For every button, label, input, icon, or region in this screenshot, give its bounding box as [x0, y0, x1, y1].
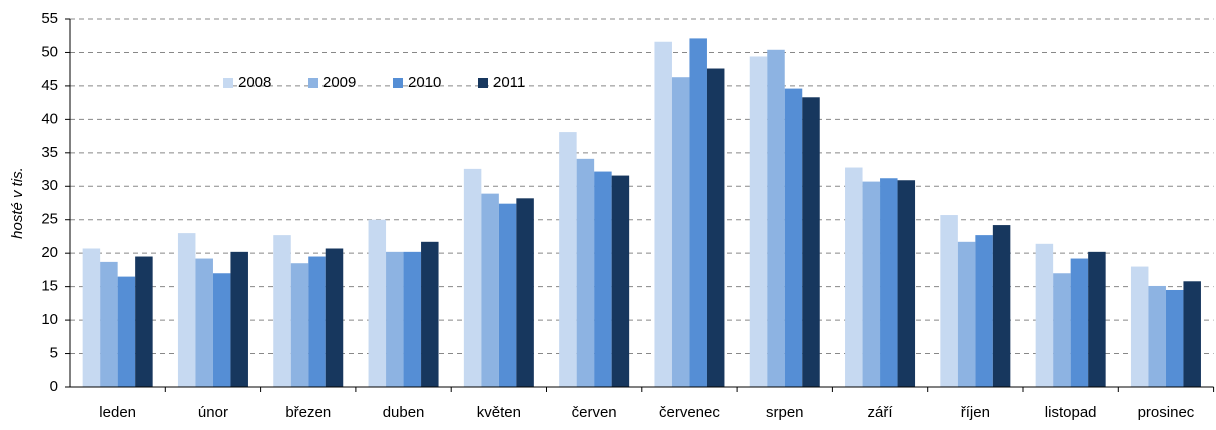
- legend-label: 2009: [323, 74, 356, 91]
- bar: [802, 97, 820, 388]
- bar: [1165, 289, 1184, 387]
- bar: [706, 68, 725, 387]
- x-tick-label: srpen: [766, 404, 804, 421]
- bar: [273, 235, 291, 387]
- bar: [212, 273, 231, 387]
- bar: [100, 261, 118, 387]
- x-tick-label: leden: [99, 404, 136, 421]
- bar: [177, 233, 196, 387]
- bar: [845, 167, 863, 387]
- y-tick-label: 30: [41, 177, 58, 194]
- bar: [784, 88, 803, 388]
- legend-label: 2011: [493, 74, 525, 91]
- bar: [195, 258, 213, 387]
- y-tick-label: 45: [41, 77, 58, 94]
- bar: [403, 251, 422, 387]
- x-tick-label: listopad: [1045, 404, 1097, 421]
- bar: [1130, 266, 1149, 387]
- bar: [992, 225, 1011, 387]
- bar: [897, 180, 916, 387]
- bar: [463, 168, 482, 387]
- bar: [1070, 258, 1089, 387]
- legend-swatch: [223, 78, 233, 88]
- y-tick-label: 15: [41, 278, 58, 295]
- x-tick-label: květen: [477, 404, 521, 421]
- bar: [749, 56, 768, 388]
- bar: [1053, 273, 1071, 387]
- bar: [654, 41, 672, 388]
- bar: [671, 77, 690, 387]
- bar: [82, 248, 101, 387]
- y-tick-label: 40: [41, 110, 58, 127]
- y-tick-label: 5: [50, 345, 58, 362]
- bar: [498, 203, 517, 387]
- bar: [368, 219, 387, 387]
- legend-swatch: [478, 78, 488, 88]
- legend-label: 2008: [238, 74, 271, 91]
- legend-swatch: [393, 78, 403, 88]
- x-tick-label: červenec: [659, 404, 720, 421]
- bar: [559, 132, 577, 387]
- bar: [481, 193, 499, 387]
- x-tick-label: září: [868, 404, 894, 421]
- x-tick-label: říjen: [961, 404, 990, 421]
- legend-swatch: [308, 78, 318, 88]
- bar: [594, 171, 612, 387]
- x-tick-label: červen: [572, 404, 617, 421]
- bar: [135, 256, 153, 387]
- bar: [1183, 281, 1201, 387]
- bar: [1035, 243, 1054, 387]
- bar: [308, 256, 326, 387]
- bar: [386, 251, 404, 387]
- bar: [421, 241, 439, 387]
- bar: [975, 235, 993, 387]
- y-tick-label: 50: [41, 43, 58, 60]
- x-tick-label: prosinec: [1138, 404, 1195, 421]
- y-tick-label: 55: [41, 10, 58, 27]
- legend-label: 2010: [408, 74, 441, 91]
- bar: [290, 263, 309, 387]
- x-tick-label: únor: [198, 404, 228, 421]
- bar: [516, 198, 534, 387]
- y-axis-label: hosté v tis.: [9, 167, 26, 239]
- y-tick-label: 25: [41, 211, 58, 228]
- bar: [880, 178, 898, 387]
- bar: [862, 181, 881, 387]
- y-tick-label: 20: [41, 244, 58, 261]
- bar: [1088, 251, 1106, 387]
- bar: [1148, 285, 1166, 387]
- bar: [117, 276, 136, 387]
- bar: [689, 38, 707, 388]
- bar: [325, 248, 344, 387]
- bar: [611, 175, 630, 387]
- bar: [767, 49, 785, 387]
- y-tick-label: 35: [41, 144, 58, 161]
- bar: [230, 251, 248, 387]
- y-tick-label: 10: [41, 311, 58, 328]
- bar: [576, 158, 595, 387]
- x-tick-label: březen: [285, 404, 331, 421]
- bar: [957, 241, 976, 387]
- x-tick-label: duben: [383, 404, 425, 421]
- y-tick-label: 0: [50, 378, 58, 395]
- bar: [940, 215, 958, 387]
